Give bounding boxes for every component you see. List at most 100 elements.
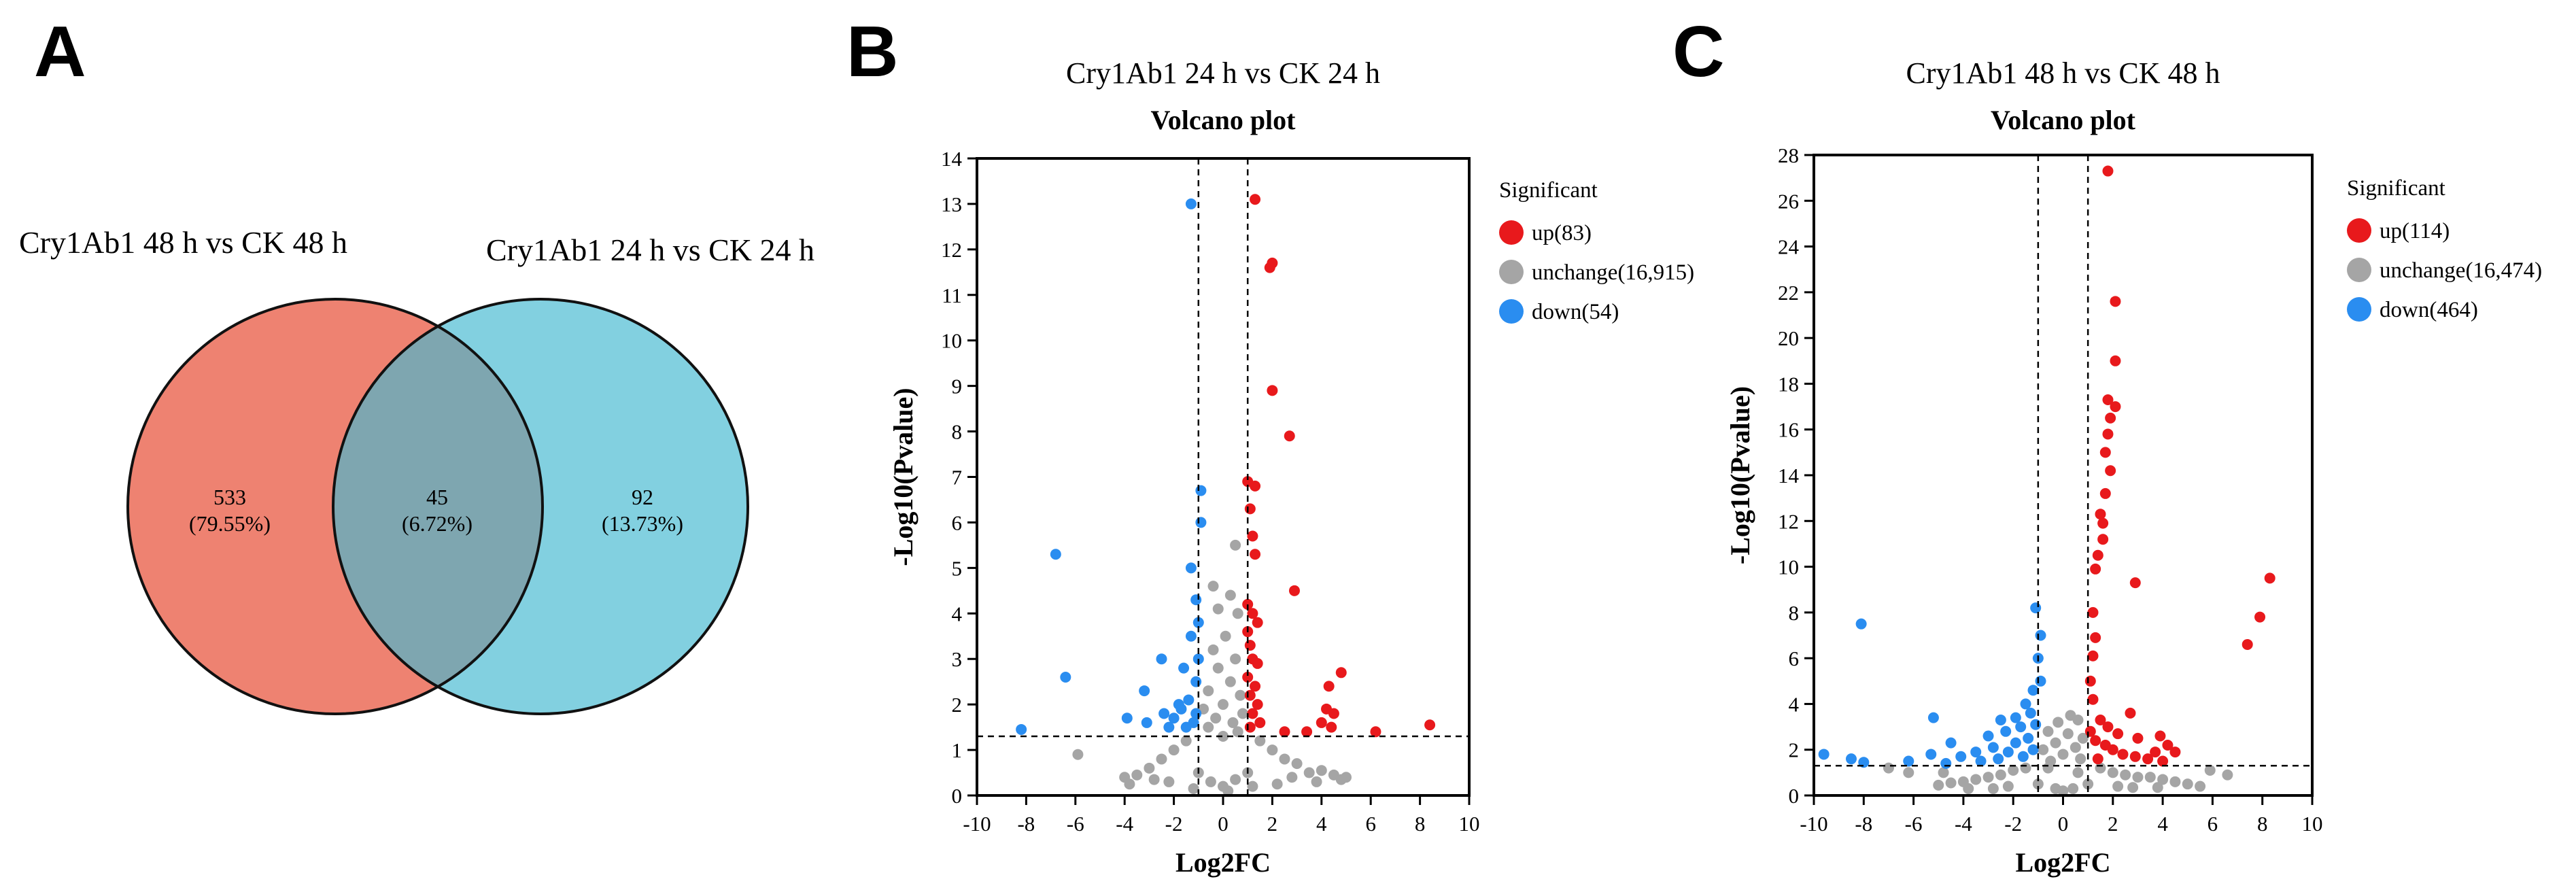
data-point-up: [1301, 726, 1313, 738]
data-point-up: [1252, 699, 1263, 710]
data-point-unchange: [2112, 780, 2124, 792]
y-tick-label: 2: [1789, 738, 1800, 762]
legend-marker-unchange: [2347, 258, 2371, 282]
data-point-down: [1993, 753, 2004, 765]
data-point-up: [2142, 753, 2154, 765]
data-point-up: [2087, 693, 2099, 705]
data-point-unchange: [2157, 774, 2169, 785]
data-point-unchange: [1072, 749, 1084, 760]
data-point-up: [1254, 717, 1266, 728]
panel-label-b: B: [846, 12, 899, 92]
data-point-unchange: [1218, 730, 1229, 742]
y-tick-label: 8: [952, 420, 963, 444]
data-point-unchange: [2182, 778, 2193, 790]
legend-title: Significant: [1499, 178, 1598, 203]
data-point-up: [2129, 577, 2141, 589]
data-point-up: [2150, 747, 2161, 758]
y-tick-label: 3: [952, 647, 963, 671]
y-tick-label: 0: [1789, 784, 1800, 808]
x-tick-label: 8: [2257, 812, 2268, 836]
volcano-plot-24h: Cry1Ab1 24 h vs CK 24 h Volcano plot -10 -8…: [888, 56, 1694, 878]
data-point-unchange: [2107, 767, 2118, 778]
data-point-up: [1247, 608, 1258, 619]
legend-marker-down: [1499, 299, 1524, 324]
data-point-up: [2132, 732, 2144, 744]
data-point-up: [2087, 650, 2099, 662]
y-tick-label: 7: [952, 466, 963, 490]
data-point-down: [1195, 517, 1207, 528]
y-tick-label: 2: [952, 693, 963, 717]
data-point-up: [1242, 598, 1254, 610]
venn-left-outline: [126, 298, 544, 715]
data-point-unchange: [1222, 785, 1234, 797]
data-point-down: [1975, 755, 1987, 767]
data-point-unchange: [1207, 581, 1219, 592]
data-point-up: [2154, 730, 2166, 742]
y-tick-label: 12: [1778, 509, 1799, 533]
data-point-unchange: [1267, 744, 1278, 756]
data-point-up: [2105, 465, 2116, 477]
data-point-down: [2010, 712, 2021, 723]
data-point-unchange: [2204, 764, 2216, 776]
data-point-down: [1192, 617, 1204, 628]
data-point-up: [2125, 707, 2136, 719]
legend-label-unchange: unchange(16,474): [2380, 258, 2542, 283]
data-point-up: [2102, 165, 2114, 177]
data-point-down: [1168, 713, 1180, 724]
data-point-unchange: [2057, 785, 2069, 797]
data-point-up: [2264, 572, 2276, 584]
y-tick-label: 18: [1778, 372, 1799, 396]
data-point-unchange: [1247, 780, 1258, 792]
y-tick-label: 14: [1778, 464, 1800, 487]
data-point-down: [1190, 676, 1202, 687]
data-point-down: [2030, 602, 2042, 614]
data-point-down: [1180, 721, 1192, 733]
data-point-down: [1995, 714, 2006, 725]
plot-title: Cry1Ab1 24 h vs CK 24 h: [1066, 56, 1380, 90]
data-point-up: [1279, 726, 1290, 738]
y-tick-label: 0: [952, 784, 963, 808]
data-point-down: [1190, 594, 1202, 606]
legend-label-down: down(464): [2380, 298, 2478, 322]
data-point-up: [2099, 447, 2111, 458]
data-point-down: [1185, 198, 1197, 209]
data-point-up: [2112, 728, 2124, 740]
y-axis-label: -Log10(Pvalue): [1725, 386, 1755, 564]
data-point-unchange: [1311, 776, 1322, 787]
x-tick-label: 0: [2058, 812, 2069, 836]
data-point-unchange: [2072, 767, 2084, 778]
y-tick-label: 14: [941, 147, 963, 171]
data-point-up: [1247, 708, 1258, 719]
legend-title: Significant: [2347, 176, 2445, 201]
y-tick-label: 6: [1789, 647, 1800, 670]
data-point-unchange: [1144, 762, 1155, 774]
data-point-unchange: [1232, 726, 1243, 738]
data-point-unchange: [2195, 780, 2206, 792]
data-point-down: [1970, 747, 1982, 758]
data-point-down: [2002, 747, 2014, 758]
data-point-up: [2102, 428, 2114, 440]
data-point-up: [1247, 530, 1258, 542]
data-point-unchange: [2169, 776, 2181, 787]
x-tick-label: -2: [2004, 812, 2022, 836]
data-point-unchange: [1131, 769, 1143, 780]
data-point-unchange: [1235, 689, 1246, 701]
venn-left-count: 533: [213, 485, 246, 509]
data-point-up: [1323, 681, 1335, 692]
data-point-unchange: [2062, 728, 2074, 740]
data-point-unchange: [1230, 774, 1241, 785]
venn-left-pct: (79.55%): [189, 511, 271, 536]
data-point-unchange: [2020, 762, 2031, 774]
panel-label-c: C: [1672, 12, 1725, 92]
data-point-up: [2105, 412, 2116, 424]
y-tick-label: 6: [952, 511, 963, 534]
legend-marker-down: [2347, 297, 2371, 322]
legend-label-up: up(114): [2380, 219, 2450, 243]
data-point-up: [1326, 721, 1337, 733]
data-point-unchange: [2132, 772, 2144, 783]
data-point-unchange: [1316, 765, 1327, 776]
data-point-unchange: [1987, 783, 1999, 794]
data-point-up: [2084, 725, 2096, 737]
data-point-down: [1195, 485, 1207, 496]
data-point-up: [2097, 534, 2109, 545]
